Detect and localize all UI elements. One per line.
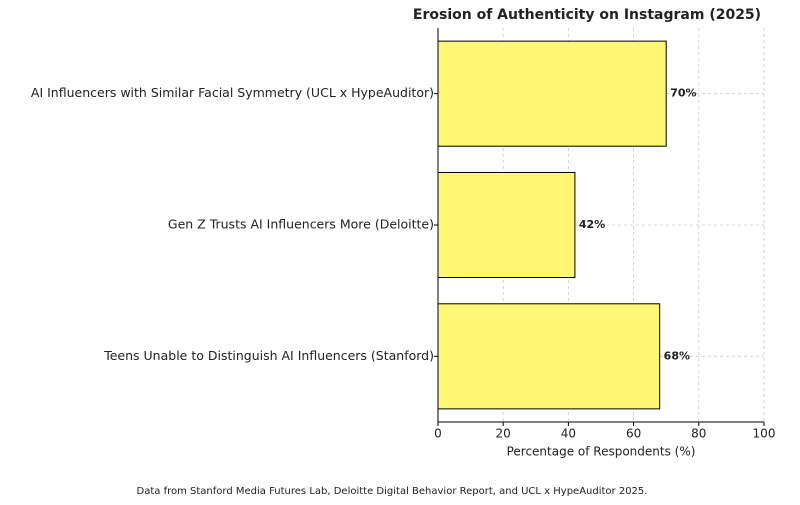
y-tick-label: AI Influencers with Similar Facial Symme… (31, 85, 434, 100)
bar (437, 40, 667, 147)
x-axis-label: Percentage of Respondents (%) (507, 445, 696, 459)
x-tick-label: 20 (496, 427, 511, 441)
value-label: 70% (670, 87, 696, 100)
x-tick-label: 40 (561, 427, 576, 441)
value-label: 68% (664, 349, 690, 362)
y-tick-label: Gen Z Trusts AI Influencers More (Deloit… (168, 217, 434, 232)
x-tick-label: 0 (434, 427, 442, 441)
y-tick-label: Teens Unable to Distinguish AI Influence… (103, 348, 434, 363)
bar (437, 171, 576, 279)
x-tick-label: 60 (626, 427, 641, 441)
bar (437, 303, 661, 410)
footnote: Data from Stanford Media Futures Lab, De… (137, 486, 648, 497)
value-label: 42% (579, 218, 605, 231)
chart-title: Erosion of Authenticity on Instagram (20… (413, 7, 761, 23)
x-tick-label: 100 (753, 427, 776, 441)
x-tick-label: 80 (691, 427, 706, 441)
